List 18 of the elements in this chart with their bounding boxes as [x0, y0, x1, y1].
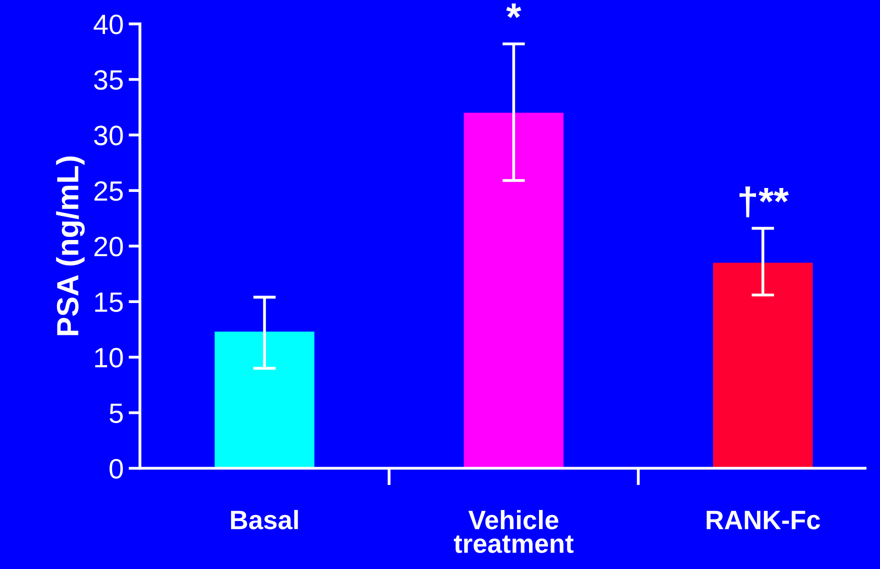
y-tick-label: 40	[94, 14, 123, 34]
y-tick-label: 10	[95, 348, 123, 368]
bar	[713, 262, 813, 468]
y-tick-label: 0	[110, 458, 123, 479]
y-tick-label: 35	[94, 70, 123, 90]
y-axis-title: PSA (ng/mL)	[56, 156, 85, 336]
y-tick-label: 25	[94, 181, 123, 201]
y-tick-label: 30	[94, 126, 123, 146]
annotation: †**	[740, 186, 789, 218]
y-tick-label: 15	[95, 292, 123, 312]
annotation: *	[506, 4, 522, 18]
x-tick-label: Basal	[231, 510, 298, 530]
x-tick-label: RANK-Fc	[706, 510, 820, 530]
x-tick-label: Vehicle treatment	[454, 510, 574, 553]
y-tick-label: 20	[94, 236, 123, 256]
bar	[214, 332, 314, 468]
y-tick-label: 5	[110, 404, 123, 424]
bar	[464, 112, 564, 468]
